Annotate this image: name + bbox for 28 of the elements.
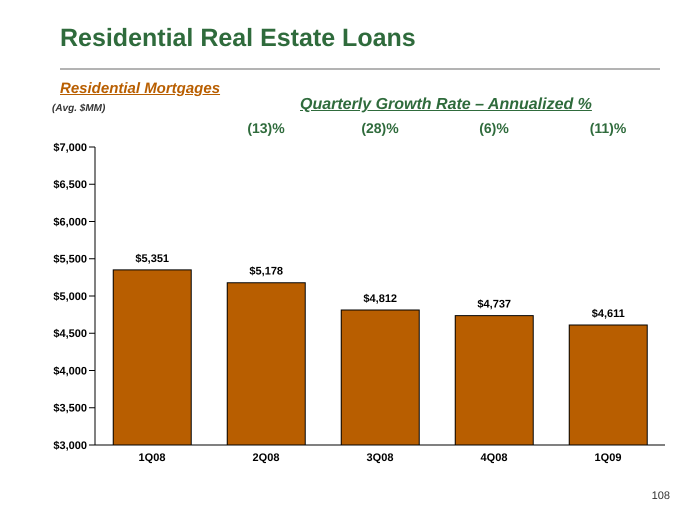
text: (11)% [588,120,628,136]
text: 108 [652,490,670,502]
text: (6)% [478,120,510,136]
data-label: $4,812 [363,293,398,306]
y-tick-label: $4,000 [53,365,87,378]
text: Quarterly Growth Rate – Annualized % [300,96,592,114]
chart-subtitle: Residential Mortgages [60,80,220,97]
y-tick-label: $3,000 [53,440,87,452]
y-tick-label: $7,000 [53,142,87,154]
y-axis-title: (Avg. $MM) [52,103,106,114]
x-tick-label: 1Q09 [594,452,622,464]
y-tick-label: $5,500 [53,254,87,266]
data-label: $5,178 [249,266,284,278]
x-tick-label: 3Q08 [366,452,394,464]
text: (13)% [246,120,286,136]
x-tick-label: 2Q08 [252,452,280,464]
data-label: $4,737 [477,298,512,311]
x-tick-label: 4Q08 [480,452,508,464]
data-label: $4,611 [592,308,625,320]
data-label: $5,351 [135,252,170,265]
y-tick-label: $6,000 [53,216,87,228]
x-tick-label: 1Q08 [138,452,166,464]
y-tick-label: $4,500 [53,328,87,340]
y-tick-label: $5,000 [53,290,87,303]
y-tick-label: $3,500 [53,402,87,415]
chart-title: Residential Real Estate Loans [60,24,416,53]
y-tick-label: $6,500 [53,179,87,192]
text: (28)% [360,120,400,136]
